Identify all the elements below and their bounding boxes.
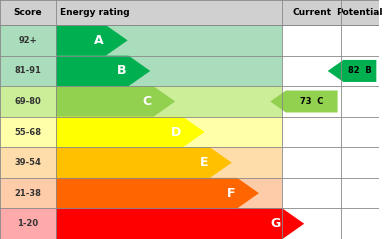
Text: A: A bbox=[94, 34, 104, 47]
Polygon shape bbox=[56, 147, 232, 178]
Text: F: F bbox=[227, 187, 235, 200]
Bar bbox=[0, 117, 283, 147]
Bar bbox=[0, 208, 283, 239]
Polygon shape bbox=[56, 25, 128, 56]
Text: 21-38: 21-38 bbox=[15, 189, 41, 198]
Polygon shape bbox=[328, 60, 376, 82]
Text: Current: Current bbox=[292, 8, 331, 17]
Text: E: E bbox=[200, 156, 208, 169]
Bar bbox=[283, 25, 378, 239]
Bar bbox=[0, 147, 283, 178]
Bar bbox=[0, 25, 283, 56]
Text: 92+: 92+ bbox=[19, 36, 37, 45]
Text: 73  C: 73 C bbox=[300, 97, 324, 106]
Polygon shape bbox=[56, 56, 150, 86]
Bar bbox=[283, 0, 341, 25]
Text: Energy rating: Energy rating bbox=[60, 8, 129, 17]
Bar bbox=[56, 0, 283, 25]
Text: 1-20: 1-20 bbox=[17, 219, 39, 228]
Text: 82  B: 82 B bbox=[348, 66, 372, 76]
Polygon shape bbox=[56, 117, 205, 147]
Polygon shape bbox=[56, 178, 259, 208]
Text: Score: Score bbox=[14, 8, 42, 17]
Bar bbox=[0, 0, 56, 25]
Text: C: C bbox=[142, 95, 151, 108]
Polygon shape bbox=[270, 91, 337, 113]
Bar bbox=[341, 0, 378, 25]
Text: D: D bbox=[171, 125, 181, 139]
Bar bbox=[0, 56, 283, 86]
Text: G: G bbox=[270, 217, 281, 230]
Text: 55-68: 55-68 bbox=[15, 128, 41, 136]
Polygon shape bbox=[56, 86, 175, 117]
Text: 69-80: 69-80 bbox=[15, 97, 41, 106]
Polygon shape bbox=[56, 208, 304, 239]
Text: 39-54: 39-54 bbox=[15, 158, 41, 167]
Text: B: B bbox=[117, 65, 127, 77]
Bar bbox=[0, 86, 283, 117]
Text: 81-91: 81-91 bbox=[15, 66, 41, 76]
Text: Potential: Potential bbox=[337, 8, 383, 17]
Bar bbox=[0, 178, 283, 208]
